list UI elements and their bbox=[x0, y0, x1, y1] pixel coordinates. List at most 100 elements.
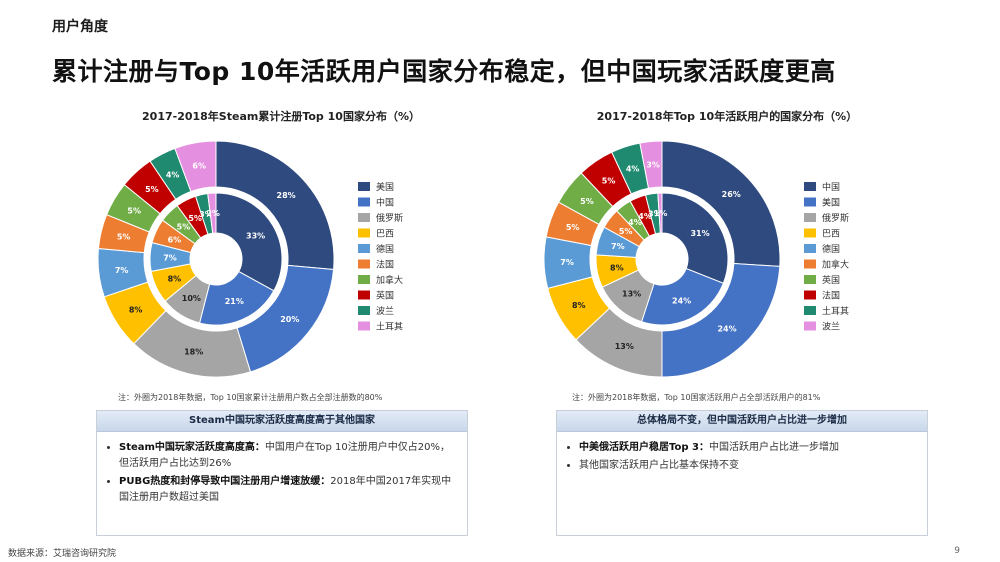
chart-right-note: 注：外圈为2018年数据，Top 10国家活跃用户占全部活跃用户的81% bbox=[572, 393, 821, 402]
chart-left-title: 2017-2018年Steam累计注册Top 10国家分布（%） bbox=[142, 110, 420, 123]
legend-swatch bbox=[358, 182, 370, 191]
legend-swatch bbox=[804, 228, 816, 238]
slice-label: 7% bbox=[163, 254, 177, 263]
legend-label: 中国 bbox=[822, 181, 840, 193]
slice-label: 33% bbox=[246, 232, 265, 241]
legend-label: 加拿大 bbox=[376, 274, 403, 286]
legend-label: 法国 bbox=[822, 290, 840, 302]
legend-label: 土耳其 bbox=[376, 321, 403, 333]
legend-swatch bbox=[358, 213, 370, 222]
legend-swatch bbox=[804, 306, 816, 315]
inner-ring-slice bbox=[640, 267, 725, 326]
legend-label: 俄罗斯 bbox=[822, 212, 849, 224]
legend-label: 德国 bbox=[822, 243, 840, 255]
legend-swatch bbox=[804, 290, 816, 300]
slice-label: 8% bbox=[610, 264, 624, 273]
chart-left-svg: 28%20%18%8%7%5%5%5%4%6%33%21%10%8%7%6%5%… bbox=[97, 140, 403, 378]
slice-label: 1% bbox=[654, 209, 668, 218]
slice-label: 5% bbox=[188, 214, 202, 223]
slice-label: 28% bbox=[277, 191, 296, 200]
slice-label: 2% bbox=[206, 209, 220, 218]
slice-label: 8% bbox=[129, 306, 143, 315]
slice-label: 7% bbox=[560, 258, 574, 267]
slice-label: 8% bbox=[168, 275, 182, 284]
legend-label: 英国 bbox=[376, 290, 394, 302]
legend-label: 俄罗斯 bbox=[376, 212, 403, 224]
legend-label: 德国 bbox=[376, 243, 394, 255]
legend-swatch bbox=[358, 275, 370, 284]
slice-label: 7% bbox=[611, 242, 625, 251]
legend-swatch bbox=[358, 197, 370, 207]
slice-label: 20% bbox=[280, 315, 299, 324]
slice-label: 26% bbox=[722, 190, 741, 199]
slice-label: 5% bbox=[177, 222, 191, 231]
legend-swatch bbox=[804, 213, 816, 222]
chart-left: 2017-2018年Steam累计注册Top 10国家分布（%） 28% 20% 1… bbox=[66, 106, 496, 406]
slice-label: 24% bbox=[672, 297, 691, 306]
legend-swatch bbox=[804, 197, 816, 207]
legend-swatch bbox=[804, 182, 816, 191]
legend-label: 美国 bbox=[376, 181, 394, 193]
legend-label: 巴西 bbox=[376, 229, 394, 240]
legend-swatch bbox=[358, 306, 370, 315]
legend-label: 中国 bbox=[376, 197, 394, 209]
chart-right-svg: 26%24%13%8%7%5%5%5%4% 3%31%24%13%8%7%5%4%… bbox=[543, 140, 849, 378]
slice-label: 24% bbox=[717, 324, 736, 333]
slice-label: 3% bbox=[648, 210, 662, 219]
legend-swatch bbox=[804, 244, 816, 253]
slice-label: 21% bbox=[225, 297, 244, 306]
slice-label: 5% bbox=[566, 223, 580, 232]
ring-separator bbox=[144, 187, 288, 331]
slice-label: 5% bbox=[619, 227, 633, 236]
insight-card-right-bullet: 其他国家活跃用户占比基本保持不变 bbox=[579, 458, 913, 474]
slice-label: 13% bbox=[622, 290, 641, 299]
legend-swatch bbox=[804, 259, 816, 269]
slice-label: 5% bbox=[580, 197, 594, 206]
slice-label: 18% bbox=[184, 347, 203, 356]
legend-swatch bbox=[358, 321, 370, 331]
slice-label: 4% bbox=[166, 170, 180, 179]
insight-card-left: Steam中国玩家活跃度高度高于其他国家 Steam中国玩家活跃度高度高：中国用… bbox=[96, 410, 468, 536]
slice-label: 5% bbox=[145, 185, 159, 194]
legend-label: 美国 bbox=[822, 197, 840, 209]
inner-ring-slice bbox=[215, 192, 283, 292]
legend-swatch bbox=[804, 321, 816, 331]
page-title: 累计注册与Top 10年活跃用户国家分布稳定，但中国玩家活跃度更高 bbox=[52, 57, 836, 86]
slice-label: 5% bbox=[602, 176, 616, 185]
insight-card-left-bullet: Steam中国玩家活跃度高度高：中国用户在Top 10注册用户中仅占20%，但活… bbox=[119, 440, 453, 472]
inner-ring-slice bbox=[661, 192, 729, 284]
slice-label: 3% bbox=[199, 210, 213, 219]
legend-label: 加拿大 bbox=[822, 259, 849, 271]
legend-label: 土耳其 bbox=[822, 305, 849, 317]
insight-card-right: 总体格局不变，但中国活跃用户占比进一步增加 中美俄活跃用户稳居Top 3：中国活… bbox=[556, 410, 928, 536]
legend-swatch bbox=[804, 275, 816, 284]
slice-label: 4% bbox=[626, 165, 640, 174]
slice-label: 3% bbox=[646, 160, 660, 169]
slice-label: 4% bbox=[628, 218, 642, 227]
insight-card-right-bullet: 中美俄活跃用户稳居Top 3：中国活跃用户占比进一步增加 bbox=[579, 440, 913, 456]
slice-label: 7% bbox=[115, 266, 129, 275]
slice-label: 6% bbox=[192, 161, 206, 170]
slice-label: 5% bbox=[127, 207, 141, 216]
insight-card-left-bullet: PUBG热度和封停导致中国注册用户增速放缓：2018年中国2017年实现中国注册… bbox=[119, 474, 453, 506]
slice-label: 10% bbox=[182, 294, 201, 303]
inner-ring-slice bbox=[207, 192, 217, 234]
section-tag: 用户角度 bbox=[52, 19, 108, 35]
slice-label: 31% bbox=[690, 229, 709, 238]
legend-swatch bbox=[358, 290, 370, 300]
chart-right-title: 2017-2018年Top 10年活跃用户的国家分布（%） bbox=[596, 110, 858, 123]
legend-label: 波兰 bbox=[376, 305, 394, 317]
legend-label: 巴西 bbox=[822, 229, 840, 240]
legend-label: 法国 bbox=[376, 259, 394, 271]
slice-label: 4% bbox=[638, 212, 652, 221]
slice-label: 6% bbox=[168, 235, 182, 244]
insight-card-right-heading: 总体格局不变，但中国活跃用户占比进一步增加 bbox=[557, 411, 927, 432]
chart-left-note: 注：外圈为2018年数据，Top 10国家累计注册用户数占全部注册数的80% bbox=[118, 393, 383, 402]
insight-card-left-heading: Steam中国玩家活跃度高度高于其他国家 bbox=[97, 411, 467, 432]
legend-swatch bbox=[358, 244, 370, 253]
footer-source: 数据来源：艾瑞咨询研究院 bbox=[8, 549, 117, 559]
slice-label: 13% bbox=[615, 342, 634, 351]
legend-label: 波兰 bbox=[822, 321, 840, 333]
slice-label: 8% bbox=[572, 301, 586, 310]
legend-swatch bbox=[358, 228, 370, 238]
